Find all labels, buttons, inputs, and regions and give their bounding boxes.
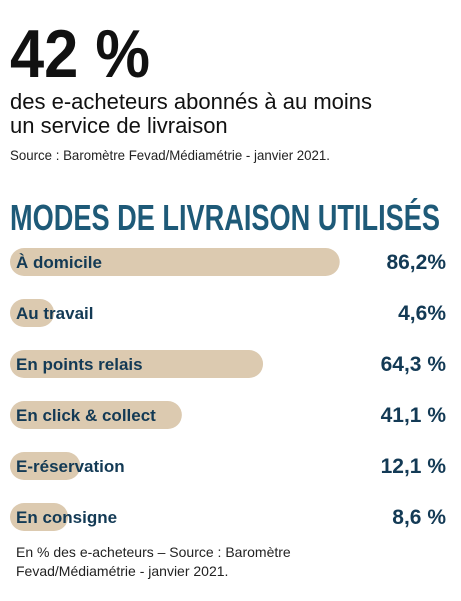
value-label: 12,1 % [381,455,447,478]
category-label: E-réservation [16,457,125,476]
chart-title: MODES DE LIVRAISON UTILISÉS [10,197,440,238]
value-label: 64,3 % [381,353,447,376]
footnote-line: En % des e-acheteurs – Source : Baromètr… [16,544,291,560]
bar [10,452,81,480]
subtitle-line: un service de livraison [10,113,228,138]
value-label: 4,6% [398,302,446,325]
bar [10,350,264,378]
value-label: 8,6 % [392,506,446,529]
headline: 42 % [10,16,150,92]
bar [10,401,182,429]
bar [10,299,55,327]
bar [10,503,69,531]
category-label: En consigne [16,508,117,527]
bar [10,248,340,276]
value-label: 86,2% [386,251,446,274]
category-label: En click & collect [16,406,156,425]
category-label: Au travail [16,304,93,323]
subtitle-line: des e-acheteurs abonnés à au moins [10,89,372,114]
category-label: En points relais [16,355,143,374]
value-label: 41,1 % [381,404,447,427]
category-label: À domicile [16,253,102,272]
source: Source : Baromètre Fevad/Médiamétrie - j… [10,147,330,163]
footnote-line: Fevad/Médiamétrie - janvier 2021. [16,563,228,579]
